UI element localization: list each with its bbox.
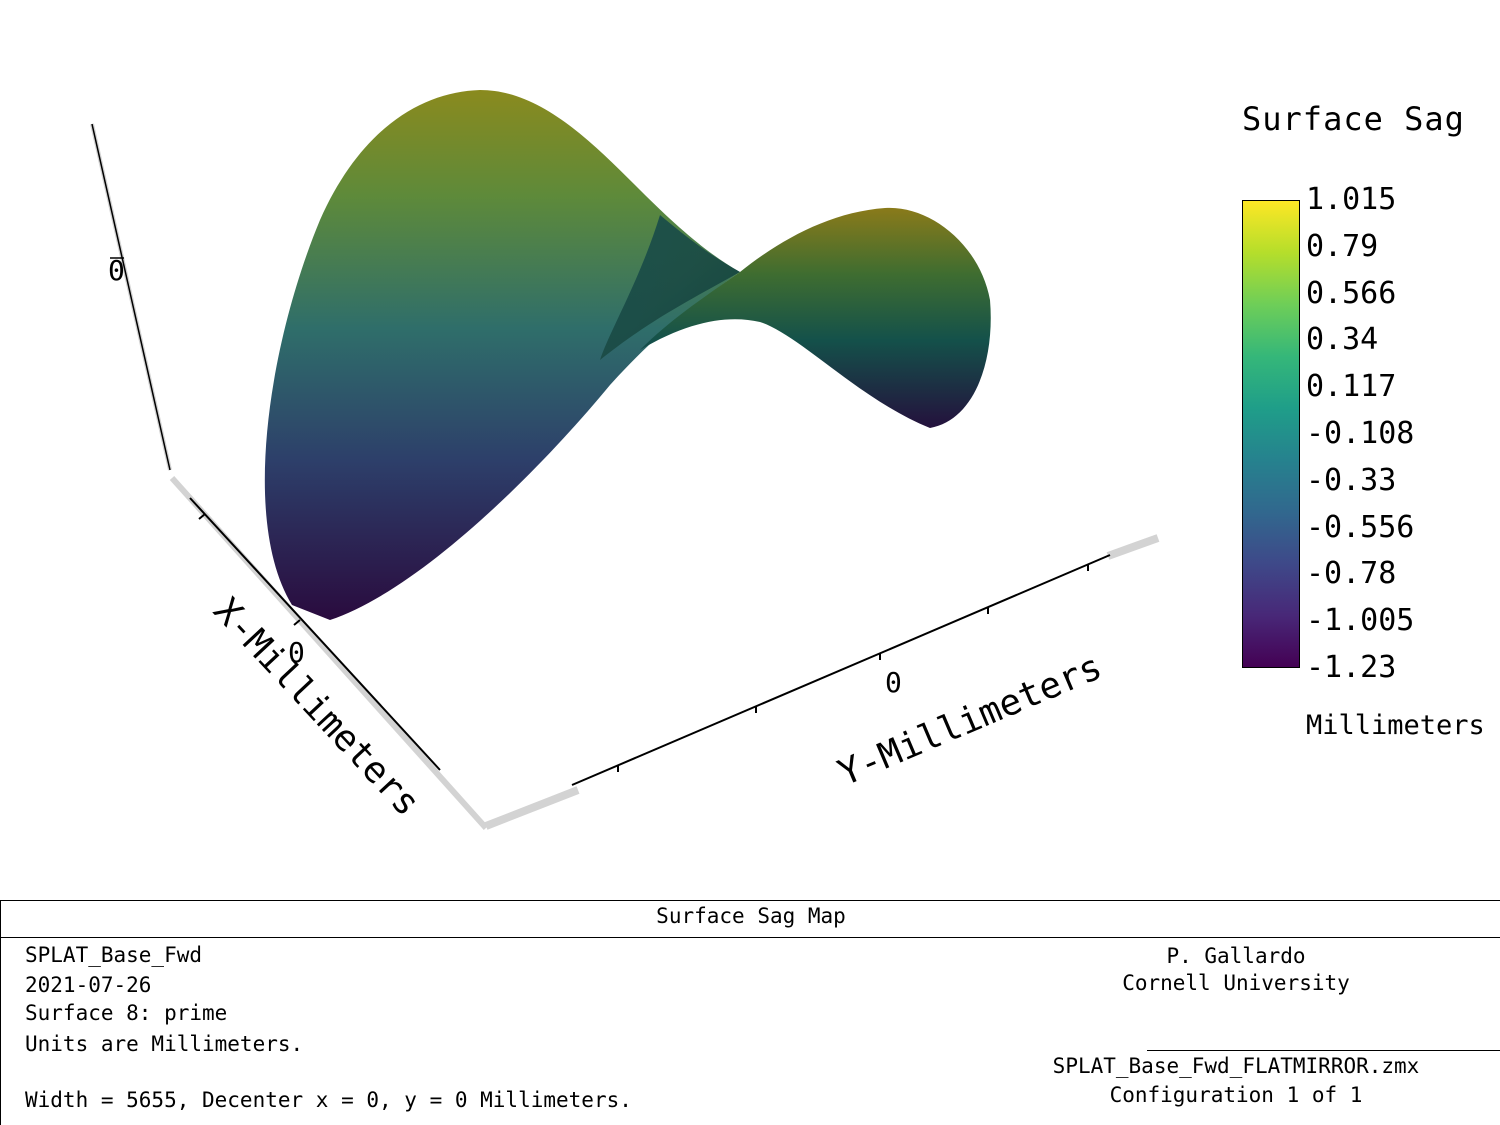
colorbar xyxy=(1242,200,1300,668)
project-name: SPLAT_Base_Fwd xyxy=(25,943,203,967)
surface-label: Surface 8: prime xyxy=(25,1001,228,1025)
author: P. Gallardo xyxy=(1166,944,1306,968)
date: 2021-07-26 xyxy=(25,973,152,997)
surface-plot: 0 0 0 X-Millimeters Y-Millimeters xyxy=(90,90,1160,831)
institution: Cornell University xyxy=(1122,971,1350,995)
colorbar-tick-label: -0.78 xyxy=(1306,556,1397,592)
info-panel: Surface Sag Map SPLAT_Base_Fwd 2021-07-2… xyxy=(0,900,1500,1125)
colorbar-tick-label: -1.005 xyxy=(1306,603,1415,639)
x-axis-title: X-Millimeters xyxy=(205,590,427,824)
units-note: Units are Millimeters. xyxy=(25,1032,304,1056)
colorbar-tick-label: 1.015 xyxy=(1306,182,1397,217)
file-name: SPLAT_Base_Fwd_FLATMIRROR.zmx xyxy=(1052,1054,1420,1078)
colorbar-tick-label: -0.556 xyxy=(1306,509,1415,545)
y-axis xyxy=(484,534,1160,830)
sag-surface xyxy=(264,90,991,620)
colorbar-tick-label: 0.79 xyxy=(1306,228,1379,264)
colorbar-tick-label: 0.566 xyxy=(1306,275,1397,311)
z-axis xyxy=(90,123,172,471)
colorbar-title: Surface Sag xyxy=(1242,100,1465,138)
colorbar-tick-label: -1.23 xyxy=(1306,650,1397,685)
colorbar-tick-label: 0.34 xyxy=(1306,322,1379,358)
y-tick-label: 0 xyxy=(885,666,902,699)
colorbar-tick-label: -0.33 xyxy=(1306,462,1397,498)
colorbar-tick-label: -0.108 xyxy=(1306,416,1415,451)
configuration: Configuration 1 of 1 xyxy=(1109,1083,1363,1107)
panel-title: Surface Sag Map xyxy=(1,901,1500,938)
x-axis xyxy=(169,475,489,831)
width-note: Width = 5655, Decenter x = 0, y = 0 Mill… xyxy=(25,1088,632,1112)
z-tick-label: 0 xyxy=(108,254,125,287)
y-axis-title: Y-Millimeters xyxy=(832,646,1107,794)
divider xyxy=(1147,1050,1500,1051)
colorbar-tick-label: 0.117 xyxy=(1306,369,1397,405)
x-tick-label: 0 xyxy=(288,636,305,669)
colorbar-unit: Millimeters xyxy=(1306,710,1485,741)
